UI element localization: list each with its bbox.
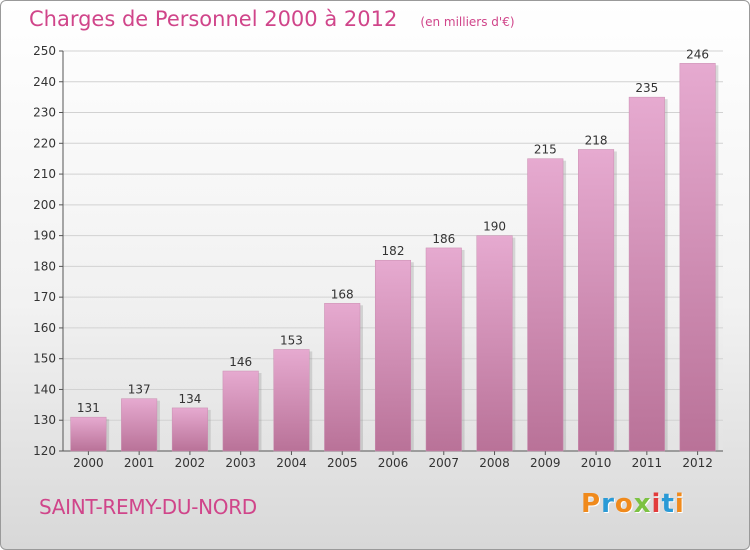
bar-value-label: 153 [280, 333, 303, 347]
x-tick-label: 2005 [327, 456, 358, 470]
bar-value-label: 168 [331, 287, 354, 301]
bar-value-label: 186 [432, 232, 455, 246]
y-tick-label: 190 [33, 229, 56, 243]
logo-letter: r [601, 489, 615, 519]
x-tick-label: 2003 [225, 456, 256, 470]
x-tick-label: 2002 [175, 456, 206, 470]
bar-value-label: 190 [483, 220, 506, 234]
bar [324, 303, 361, 452]
bar-value-label: 218 [585, 133, 608, 147]
y-tick-label: 160 [33, 321, 56, 335]
y-tick-label: 120 [33, 444, 56, 458]
bar-value-label: 235 [635, 81, 658, 95]
y-tick-label: 220 [33, 136, 56, 150]
x-tick-label: 2011 [632, 456, 663, 470]
x-tick-label: 2006 [378, 456, 409, 470]
bar [578, 149, 615, 452]
x-tick-label: 2001 [124, 456, 155, 470]
logo-letter: i [651, 489, 662, 519]
y-tick-label: 180 [33, 259, 56, 273]
bars [70, 63, 719, 452]
logo-letter: o [614, 489, 634, 519]
bar-value-label: 134 [178, 392, 201, 406]
x-tick-label: 2009 [530, 456, 561, 470]
bar [527, 158, 564, 452]
x-tick-label: 2012 [682, 456, 713, 470]
title-row: Charges de Personnel 2000 à 2012 (en mil… [29, 7, 515, 31]
bar-value-label: 146 [229, 355, 252, 369]
y-tick-label: 240 [33, 75, 56, 89]
logo-letter: x [633, 489, 652, 519]
bar [628, 96, 665, 452]
bar [679, 63, 716, 452]
bar [222, 370, 259, 452]
bar [273, 349, 310, 452]
y-tick-label: 140 [33, 382, 56, 396]
proxiti-logo: Proxiti [581, 489, 685, 519]
y-tick-label: 130 [33, 413, 56, 427]
bar [476, 235, 513, 452]
chart-units: (en milliers d'€) [420, 15, 515, 29]
bar [70, 416, 107, 452]
city-name: SAINT-REMY-DU-NORD [39, 495, 257, 519]
y-tick-label: 150 [33, 352, 56, 366]
x-tick-label: 2008 [479, 456, 510, 470]
chart-title: Charges de Personnel 2000 à 2012 [29, 7, 398, 31]
bar-value-label: 246 [686, 47, 709, 61]
y-tick-label: 210 [33, 167, 56, 181]
bar [425, 247, 462, 452]
bar-value-label: 137 [128, 383, 151, 397]
y-tick-label: 250 [33, 44, 56, 58]
bar-value-label: 215 [534, 143, 557, 157]
bar [121, 398, 158, 452]
logo-letter: t [661, 489, 675, 519]
bar [171, 407, 208, 452]
y-tick-label: 170 [33, 290, 56, 304]
x-tick-label: 2010 [581, 456, 612, 470]
x-tick-label: 2004 [276, 456, 307, 470]
y-tick-label: 230 [33, 106, 56, 120]
bar [374, 259, 412, 452]
logo-letter: P [581, 489, 602, 519]
logo-letter: i [674, 489, 685, 519]
y-tick-label: 200 [33, 198, 56, 212]
x-tick-label: 2000 [73, 456, 104, 470]
x-tick-label: 2007 [428, 456, 459, 470]
labels: 120 130 140 150 160 170 180 190 200 210 220 230 240 2… [33, 44, 713, 470]
bar-value-label: 131 [77, 401, 100, 415]
bar-value-label: 182 [382, 244, 405, 258]
